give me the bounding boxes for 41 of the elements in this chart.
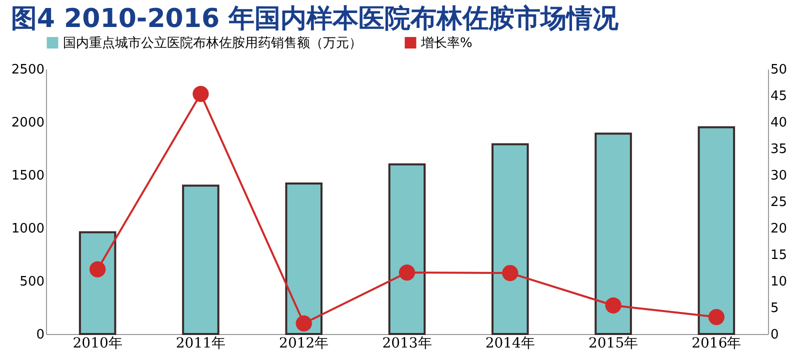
y2-tick-label: 20 [770, 222, 788, 236]
bar [285, 182, 322, 335]
y-tick-label: 0 [36, 328, 44, 342]
point [502, 265, 518, 282]
x-tick-label: 2013年 [382, 336, 432, 352]
point [296, 315, 312, 332]
point [192, 86, 209, 102]
y-tick-label: 1000 [11, 222, 44, 236]
y2-tick-label: 15 [770, 248, 788, 263]
point [90, 261, 106, 278]
bar [182, 184, 220, 335]
y2-tick-label: 0 [770, 328, 779, 342]
x-tick-label: 2011年 [176, 336, 226, 352]
y2-tick-label: 5 [770, 301, 779, 316]
bar [492, 143, 529, 335]
y-tick-label: 500 [20, 274, 44, 290]
bar [698, 126, 736, 335]
point [708, 308, 724, 326]
x-tick-label: 2015年 [588, 336, 638, 352]
chart-title: 图4 2010-2016 年国内样本医院布林佐胺市场情况 [10, 4, 620, 34]
bar [594, 132, 632, 335]
y2-tick-label: 40 [770, 116, 788, 130]
y2-tick-label: 35 [770, 142, 788, 157]
bar [388, 163, 426, 335]
y2-tick-label: 30 [770, 168, 788, 184]
bar [78, 231, 116, 335]
legend-label: 增长率% [420, 34, 472, 51]
y2-tick-label: 45 [770, 89, 788, 104]
point [398, 264, 416, 281]
x-tick-label: 2010年 [72, 336, 122, 352]
legend-label: 国内重点城市公立医院布林佐胺用药销售额（万元） [63, 34, 362, 51]
y2-tick-label: 25 [770, 195, 788, 210]
point [605, 297, 622, 314]
y-tick-label: 1500 [11, 168, 44, 184]
y2-tick-label: 10 [770, 274, 788, 290]
x-tick-label: 2016年 [692, 336, 742, 352]
y2-tick-label: 50 [770, 62, 788, 78]
y-tick-label: 2500 [11, 62, 44, 78]
x-tick-label: 2012年 [279, 336, 329, 352]
y-tick-label: 2000 [11, 116, 44, 130]
x-tick-label: 2014年 [485, 336, 535, 352]
